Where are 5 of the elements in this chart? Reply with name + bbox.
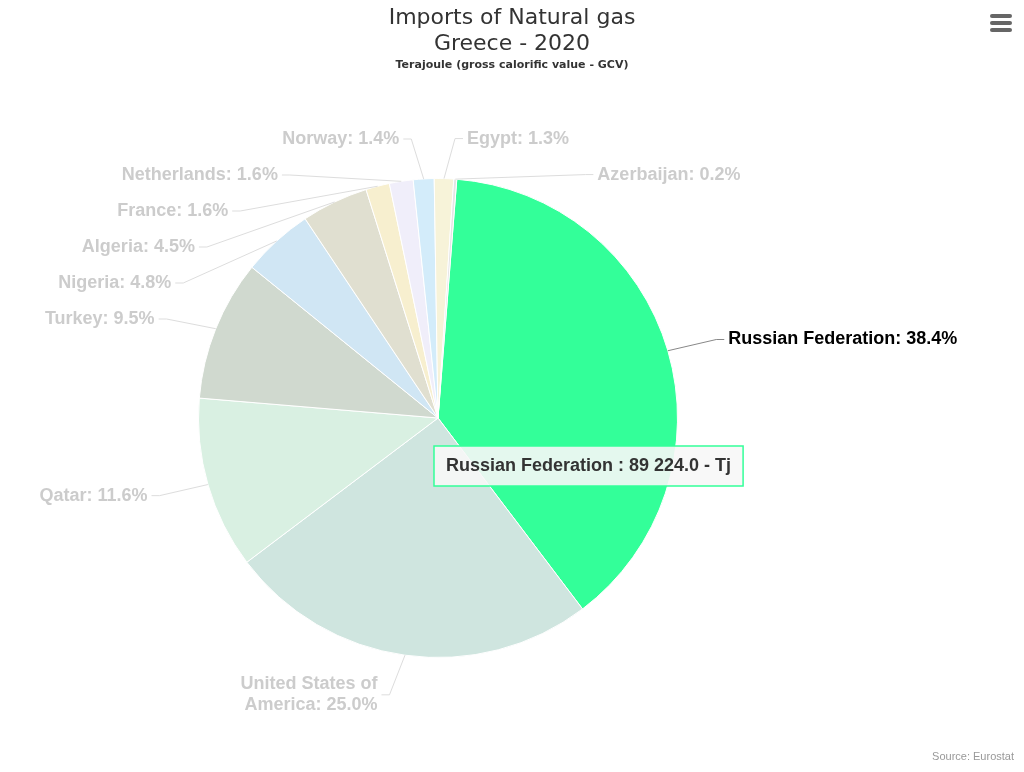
source-note: Source: Eurostat [932,750,1014,762]
slice-label: Russian Federation: 38.4% [728,328,958,349]
chart-title: Imports of Natural gas Greece - 2020 [387,4,637,56]
text: Russian Federation : 89 224.0 - Tj [446,454,732,475]
chart-subtitle: Terajoule (gross calorific value - GCV) [394,58,630,71]
